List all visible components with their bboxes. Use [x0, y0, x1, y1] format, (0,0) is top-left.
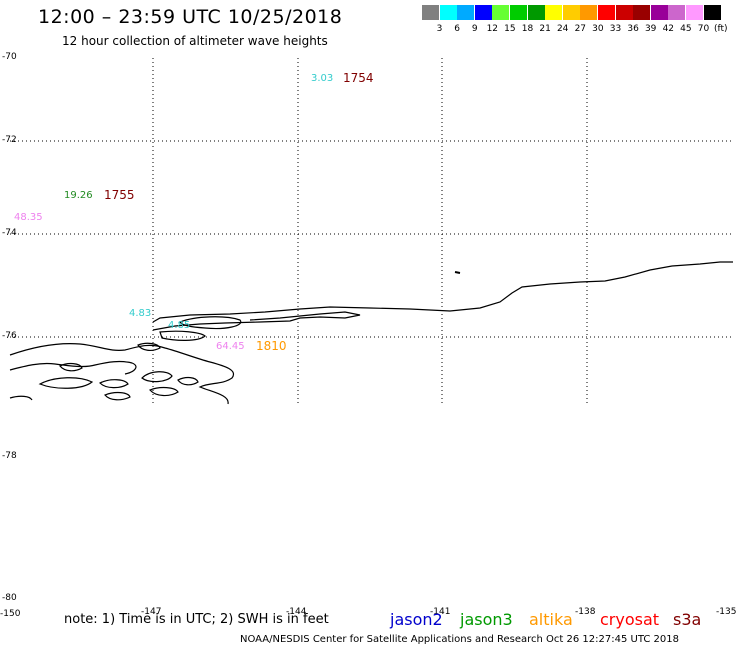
x-label: -147	[141, 607, 162, 617]
island-1	[141, 371, 173, 383]
legend-unit: (ft)	[714, 24, 728, 34]
inlet-2	[159, 330, 206, 341]
mainland-coast	[9, 343, 234, 405]
credit-line: NOAA/NESDIS Center for Satellite Applica…	[240, 634, 679, 645]
legend-swatch	[686, 5, 703, 20]
island-4	[177, 376, 199, 386]
footer-note: note: 1) Time is in UTC; 2) SWH is in fe…	[64, 612, 329, 627]
legend-swatch	[703, 5, 721, 20]
mainland-coast-2	[9, 360, 137, 375]
y-label: -80	[2, 593, 17, 603]
legend-swatch	[439, 5, 457, 20]
legend-label: 21	[539, 24, 551, 34]
legend-label: 3	[436, 24, 443, 34]
legend-label: 45	[680, 24, 692, 34]
legend-label: 6	[454, 24, 460, 34]
ice-shelf-edge	[152, 261, 733, 323]
satellite-jason2: jason2	[390, 610, 443, 629]
map-title: 12:00 – 23:59 UTC 10/25/2018	[38, 6, 343, 28]
legend-swatch	[510, 5, 527, 20]
x-label: -138	[575, 607, 596, 617]
y-label: -72	[2, 135, 17, 145]
legend-swatch	[457, 5, 475, 20]
legend-swatch	[615, 5, 633, 20]
obs-value: 4.83	[129, 308, 152, 319]
y-label: -78	[2, 451, 17, 461]
island-2	[38, 377, 94, 389]
obs-time: 1810	[256, 339, 287, 353]
legend-label: 39	[644, 24, 657, 34]
x-label: -141	[430, 607, 451, 617]
obs-value: 3.03	[311, 73, 334, 84]
obs-value: 19.26	[64, 190, 93, 201]
legend-swatch	[422, 5, 439, 20]
legend-label: 70	[697, 24, 710, 34]
obs-value: 4.85	[168, 320, 191, 331]
legend-label: 33	[609, 24, 622, 34]
legend-label: 36	[627, 24, 639, 34]
obs-time: 1754	[343, 71, 374, 85]
legend-swatch	[527, 5, 545, 20]
legend-swatch	[545, 5, 563, 20]
legend-swatch	[598, 5, 615, 20]
satellite-altika: altika	[529, 610, 573, 629]
legend-swatch	[580, 5, 598, 20]
legend-label: 27	[574, 24, 587, 34]
legend-label: 42	[662, 24, 675, 34]
obs-value: 64.45	[216, 341, 245, 352]
island-7	[59, 362, 83, 372]
island-10	[454, 271, 461, 274]
legend-label: 24	[556, 24, 569, 34]
ice-shelf-edge-lower	[152, 311, 361, 331]
y-label: -74	[2, 228, 17, 238]
legend-swatch	[474, 5, 492, 20]
legend-label: 15	[504, 24, 516, 34]
inlet-1	[179, 316, 242, 330]
island-9	[137, 342, 161, 351]
satellite-cryosat: cryosat	[600, 610, 660, 629]
legend-label: 9	[471, 24, 478, 34]
obs-time: 1755	[104, 188, 135, 202]
obs-value: 48.35	[14, 212, 43, 223]
grid-lines	[10, 58, 732, 405]
y-label: -70	[2, 52, 17, 62]
island-5	[148, 386, 179, 397]
legend-swatch	[650, 5, 668, 20]
legend-label: 12	[486, 24, 499, 34]
coastline	[9, 261, 733, 405]
x-label: -135	[716, 607, 737, 617]
x-label: -144	[286, 607, 307, 617]
legend-swatch	[633, 5, 651, 20]
map-subtitle: 12 hour collection of altimeter wave hei…	[62, 34, 328, 48]
island-6	[104, 391, 131, 401]
satellite-jason3: jason3	[460, 610, 513, 629]
island-8	[9, 395, 33, 401]
legend-swatch	[668, 5, 686, 20]
legend-label: 30	[592, 24, 604, 34]
legend-swatch	[562, 5, 580, 20]
legend-swatch	[492, 5, 510, 20]
satellite-s3a: s3a	[673, 610, 702, 629]
island-3	[98, 379, 129, 389]
y-label: -76	[2, 331, 17, 341]
legend-label: 18	[521, 24, 534, 34]
x-label: -150	[0, 609, 21, 619]
